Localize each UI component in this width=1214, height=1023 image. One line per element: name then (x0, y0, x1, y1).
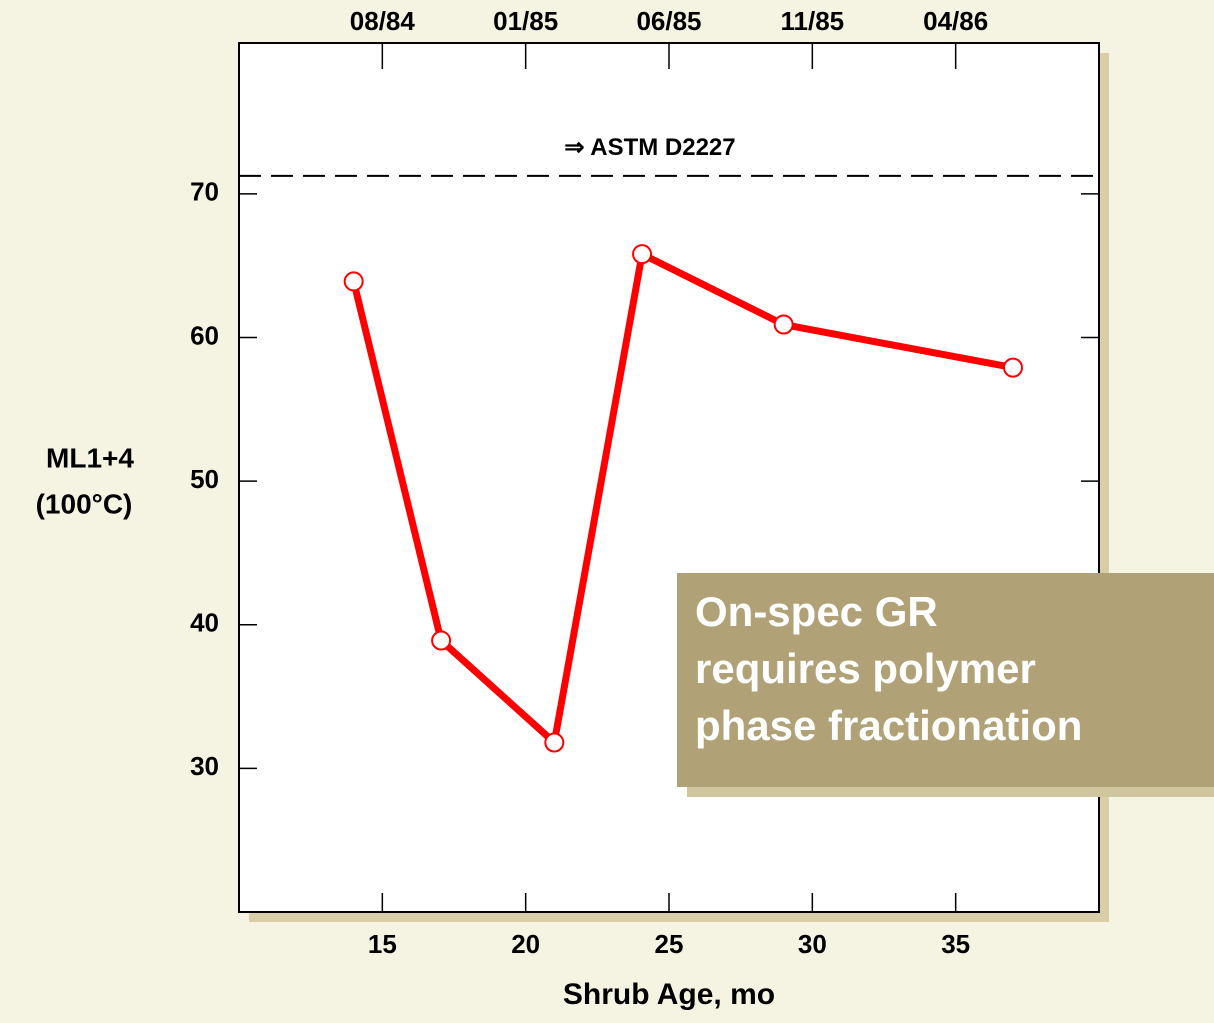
x-tick-label: 35 (941, 929, 970, 959)
x2-tick-label: 04/86 (923, 6, 988, 36)
point (632, 244, 653, 265)
point (773, 314, 794, 335)
callout-box (677, 573, 1214, 787)
x-tick-label: 20 (511, 929, 540, 959)
callout-text: phase fractionation (695, 702, 1082, 749)
callout-text: requires polymer (695, 645, 1036, 692)
x-axis-label: Shrub Age, mo (563, 978, 775, 1011)
reference-label: ⇒ ASTM D2227 (564, 134, 735, 161)
x-tick-label: 25 (655, 929, 684, 959)
x2-tick-label: 11/85 (781, 6, 845, 36)
point (431, 630, 452, 651)
callout-text: On-spec GR (695, 588, 938, 635)
x2-tick-label: 08/84 (350, 6, 416, 36)
y-tick-label: 40 (190, 608, 219, 638)
y-tick-label: 30 (190, 751, 219, 781)
y-tick-label: 60 (190, 320, 219, 350)
point (544, 732, 565, 753)
y-axis-label: ML1+4 (46, 442, 134, 473)
y-axis-label: (100°C) (36, 488, 133, 519)
point (1003, 357, 1023, 378)
x2-tick-label: 01/85 (493, 6, 558, 36)
x-tick-label: 15 (368, 929, 397, 959)
point (343, 271, 364, 292)
x-tick-label: 30 (798, 929, 827, 959)
y-tick-label: 70 (190, 177, 219, 207)
x2-tick-label: 06/85 (636, 6, 701, 36)
y-tick-label: 50 (190, 464, 219, 494)
line (350, 250, 1014, 747)
